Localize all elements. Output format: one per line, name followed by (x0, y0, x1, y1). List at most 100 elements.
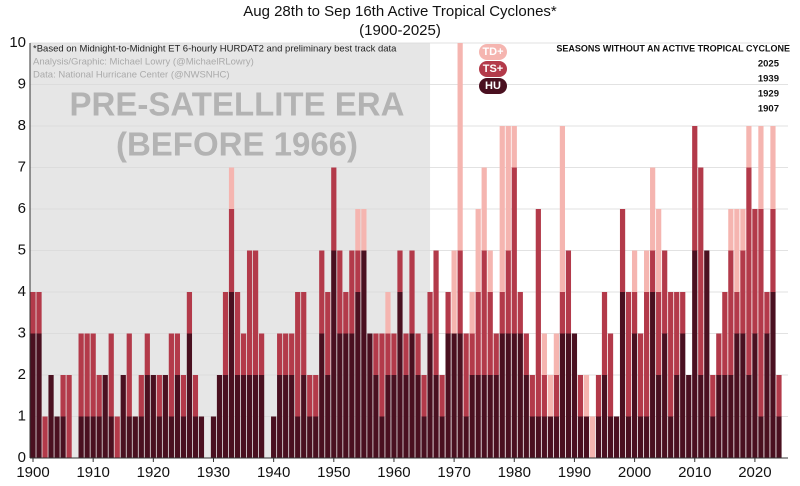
bar-segment (716, 333, 722, 375)
bar-segment (355, 209, 361, 251)
bar-segment (30, 292, 36, 334)
bar-segment (246, 250, 253, 375)
bar-segment (403, 333, 409, 375)
bar-segment (36, 292, 42, 334)
note: *Based on Midnight-to-Midnight ET 6-hour… (33, 44, 397, 55)
bar-segment (138, 416, 144, 458)
y-tick-label: 10 (9, 34, 26, 51)
bar-segment (644, 292, 650, 417)
bar-segment (505, 126, 511, 251)
bar-segment (601, 292, 608, 375)
bar-segment (457, 43, 463, 251)
bar-segment (36, 333, 42, 458)
era-annotation: PRE-SATELLITE ERA (70, 86, 405, 123)
bar-segment (577, 375, 584, 417)
bar-segment (656, 375, 662, 458)
bar-segment (764, 333, 770, 458)
bar-segment (409, 250, 415, 334)
bar-segment (734, 292, 740, 334)
bar-segment (355, 292, 361, 458)
bar-segment (30, 333, 36, 458)
bar-segment (656, 209, 662, 292)
bar-segment (499, 333, 505, 458)
bar-segment (433, 250, 439, 375)
bar-segment (656, 292, 662, 375)
bar-segment (301, 292, 307, 375)
bar-segment (457, 333, 463, 458)
bar-segment (728, 375, 734, 458)
bar-segment (307, 375, 313, 417)
bar-segment (541, 375, 547, 417)
bar-segment (228, 167, 235, 209)
bar-segment (415, 375, 421, 458)
bar-segment (469, 333, 475, 375)
bar-segment (511, 126, 517, 168)
bar-segment (283, 333, 289, 375)
bar-segment (228, 292, 235, 458)
bar-segment (259, 333, 265, 375)
x-tick-label: 1960 (377, 464, 410, 481)
bar-segment (728, 209, 734, 251)
bar-segment (126, 416, 132, 458)
bar-segment (704, 250, 710, 458)
bar-segment (523, 333, 529, 375)
bar-segment (650, 292, 656, 458)
bar-segment (156, 416, 162, 458)
bar-segment (758, 416, 764, 458)
bar-segment (108, 333, 114, 417)
bar-segment (427, 333, 433, 458)
bar-segment (668, 292, 674, 417)
bar-segment (493, 375, 499, 458)
bar-segment (343, 292, 349, 334)
bar-segment (108, 416, 114, 458)
bar-segment (547, 375, 553, 417)
bar-segment (583, 375, 590, 417)
bar-segment (607, 333, 614, 417)
bar-segment (210, 416, 217, 458)
bar-segment (42, 416, 48, 458)
bar-segment (313, 375, 319, 417)
bar-segment (674, 375, 680, 458)
bar-segment (403, 375, 409, 458)
bar-segment (692, 126, 698, 251)
bar-segment (379, 333, 385, 417)
bar-segment (740, 333, 746, 458)
bar-segment (638, 333, 644, 417)
bar-segment (710, 375, 716, 417)
bar-segment (457, 250, 463, 334)
bar-segment (601, 375, 608, 458)
bar-segment (625, 292, 632, 417)
bar-segment (391, 375, 397, 458)
bar-segment (289, 333, 295, 375)
bar-segment (313, 416, 319, 458)
bar-segment (662, 333, 668, 458)
y-tick-label: 8 (18, 117, 26, 134)
bar-segment (325, 292, 331, 375)
bar-segment (589, 416, 596, 458)
bar-segment (180, 375, 187, 417)
bar-segment (192, 416, 199, 458)
bar-segment (686, 375, 692, 458)
bar-segment (547, 416, 553, 458)
bar-segment (644, 416, 650, 458)
bar-segment (463, 333, 469, 417)
bar-segment (349, 333, 355, 458)
bar-segment (631, 250, 638, 292)
bar-segment (631, 292, 638, 334)
bar-segment (481, 250, 487, 375)
bar-segment (439, 375, 445, 417)
bar-segment (505, 333, 511, 458)
x-tick-label: 1900 (16, 464, 49, 481)
x-tick-label: 2000 (618, 464, 651, 481)
bar-segment (337, 333, 343, 458)
bar-segment (222, 292, 229, 375)
legend-swatch (479, 44, 507, 60)
bar-segment (216, 375, 223, 458)
x-tick-label: 1920 (137, 464, 170, 481)
empty-season-year: 1929 (758, 89, 779, 100)
bar-segment (397, 292, 403, 458)
bar-segment (222, 375, 229, 458)
bar-segment (770, 292, 776, 458)
bar-segment (385, 375, 391, 458)
